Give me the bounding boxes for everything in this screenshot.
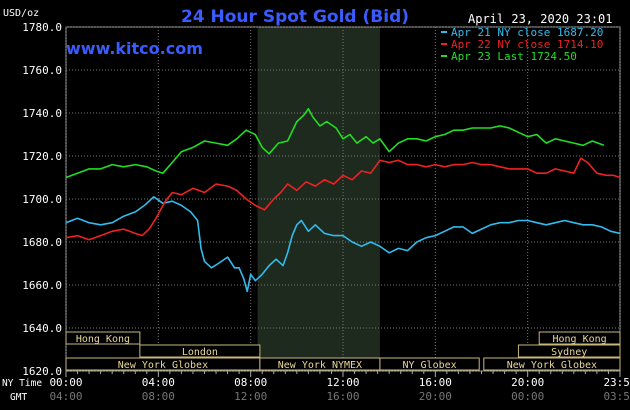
x-tick-label-ny: 00:00 (49, 376, 82, 389)
x-tick-label-gmt: 16:00 (326, 390, 359, 403)
session-label: Sydney (551, 347, 587, 358)
session-bar (517, 344, 621, 358)
x-tick-label-gmt: 00:00 (511, 390, 544, 403)
session-bar (65, 331, 141, 345)
series-line (65, 196, 621, 293)
y-tick-label: 1700.0 (22, 193, 62, 206)
legend-label: Apr 23 Last 1724.50 (451, 50, 577, 63)
x-tick-label-gmt: 12:00 (234, 390, 267, 403)
x-label-ny: NY Time (2, 378, 42, 389)
series-line (65, 157, 621, 241)
x-tick-label-ny: 12:00 (326, 376, 359, 389)
session-label: NY Globex (402, 360, 456, 371)
x-tick-label-ny: 20:00 (511, 376, 544, 389)
x-tick-label-gmt: 20:00 (419, 390, 452, 403)
x-tick-label-ny: 08:00 (234, 376, 267, 389)
session-label: New York NYMEX (278, 360, 362, 371)
x-tick-label-ny: 23:59 (603, 376, 630, 389)
chart-title: 24 Hour Spot Gold (Bid) (181, 7, 409, 27)
x-tick-label-gmt: 04:00 (49, 390, 82, 403)
session-bar (483, 357, 621, 371)
series-line (65, 107, 605, 179)
x-tick-label-gmt: 03:59 (603, 390, 630, 403)
y-tick-label: 1660.0 (22, 279, 62, 292)
session-bar (139, 344, 261, 358)
y-tick-label: 1720.0 (22, 150, 62, 163)
session-label: Hong Kong (76, 334, 130, 345)
session-label: Hong Kong (553, 334, 607, 345)
session-label: New York Globex (507, 360, 597, 371)
session-label: London (182, 347, 218, 358)
source-label: www.kitco.com (66, 39, 203, 58)
x-tick-label-ny: 16:00 (419, 376, 452, 389)
y-tick-label: 1740.0 (22, 107, 62, 120)
y-tick-label: 1680.0 (22, 236, 62, 249)
legend-label: Apr 22 NY close 1714.10 (451, 38, 603, 51)
x-tick-label-gmt: 08:00 (142, 390, 175, 403)
y-unit-label: USD/oz (3, 8, 39, 19)
legend-label: Apr 21 NY close 1687.20 (451, 26, 603, 39)
timestamp-label: April 23, 2020 23:01 (468, 12, 613, 26)
y-tick-label: 1780.0 (22, 21, 62, 34)
y-tick-label: 1620.0 (22, 365, 62, 378)
y-tick-label: 1640.0 (22, 322, 62, 335)
session-bar (538, 331, 621, 345)
x-tick-label-ny: 04:00 (142, 376, 175, 389)
session-bar (379, 357, 480, 371)
session-label: New York Globex (118, 360, 208, 371)
x-label-gmt: GMT (10, 392, 27, 403)
y-tick-label: 1760.0 (22, 64, 62, 77)
